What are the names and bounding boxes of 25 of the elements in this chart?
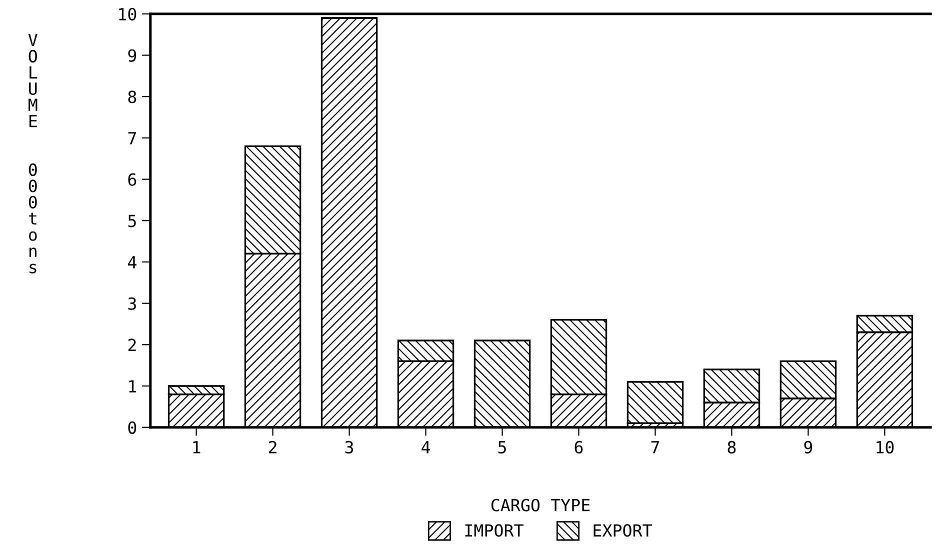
legend-label: EXPORT (594, 524, 652, 537)
x-tick-label: 1 (193, 441, 200, 454)
x-tick-label: 9 (804, 440, 812, 454)
y-tick-label: 6 (128, 173, 136, 186)
x-axis-title: CARGO TYPE (491, 498, 590, 512)
x-tick-label: 3 (345, 440, 354, 454)
y-tick-label: 3 (128, 297, 136, 310)
y-tick-label: 4 (128, 256, 136, 268)
y-tick-label: 5 (128, 214, 136, 228)
text: VOLUME 000tons (28, 34, 38, 274)
x-tick-label: 7 (651, 441, 659, 454)
y-tick-label: 9 (128, 49, 136, 62)
y-tick-label: 0 (128, 421, 136, 434)
y-tick-label: 7 (128, 132, 136, 144)
x-tick-label: 4 (422, 441, 430, 454)
x-tick-label: 10 (876, 440, 894, 454)
y-tick-label: 8 (128, 90, 136, 104)
legend-label: IMPORT (465, 524, 524, 537)
x-tick-label: 8 (728, 440, 736, 454)
x-tick-label: 5 (498, 441, 506, 454)
x-tick-label: 6 (574, 440, 583, 454)
y-tick-label: 10 (119, 8, 136, 20)
y-tick-label: 2 (128, 338, 136, 352)
x-tick-label: 2 (269, 440, 276, 454)
y-tick-label: 1 (129, 380, 136, 392)
